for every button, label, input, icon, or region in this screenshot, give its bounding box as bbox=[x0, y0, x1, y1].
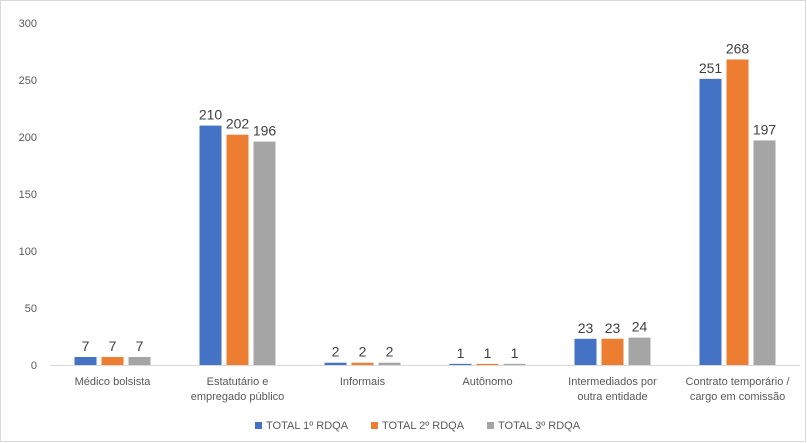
data-label: 2 bbox=[359, 344, 367, 360]
bar bbox=[628, 337, 651, 365]
bar bbox=[753, 140, 776, 365]
bar bbox=[253, 141, 276, 365]
bar bbox=[324, 362, 347, 365]
bar bbox=[226, 134, 249, 365]
data-label: 7 bbox=[136, 338, 144, 354]
y-tick-label: 250 bbox=[19, 75, 37, 87]
data-label: 268 bbox=[726, 40, 750, 56]
bar bbox=[449, 363, 472, 365]
x-tick-label: Médico bolsista bbox=[75, 376, 152, 388]
data-label: 23 bbox=[605, 320, 621, 336]
data-label: 251 bbox=[699, 60, 723, 76]
bar bbox=[574, 338, 597, 365]
y-tick-label: 0 bbox=[31, 360, 37, 372]
legend-swatch bbox=[487, 422, 494, 429]
bar bbox=[101, 357, 124, 365]
data-label: 23 bbox=[578, 320, 594, 336]
y-tick-label: 300 bbox=[19, 18, 37, 30]
y-tick-label: 50 bbox=[25, 303, 37, 315]
y-tick-label: 100 bbox=[19, 246, 37, 258]
bar bbox=[699, 78, 722, 366]
data-label: 1 bbox=[511, 345, 519, 361]
y-axis: 0 50 100 150 200 250 300 bbox=[19, 18, 37, 372]
x-tick-label: Informais bbox=[340, 376, 386, 388]
bar bbox=[476, 363, 499, 365]
data-label: 24 bbox=[632, 319, 648, 335]
legend-swatch bbox=[255, 422, 262, 429]
data-label: 1 bbox=[457, 345, 465, 361]
bar bbox=[128, 357, 151, 365]
y-tick-label: 200 bbox=[19, 132, 37, 144]
data-label: 2 bbox=[386, 344, 394, 360]
bar bbox=[351, 362, 374, 365]
bars-group bbox=[74, 59, 776, 366]
data-label: 197 bbox=[753, 121, 777, 137]
data-label: 7 bbox=[82, 338, 90, 354]
x-tick-label: Contrato temporário / bbox=[686, 376, 791, 388]
bar bbox=[378, 362, 401, 365]
y-tick-label: 150 bbox=[19, 189, 37, 201]
x-tick-label: Autônomo bbox=[462, 376, 512, 388]
data-label: 2 bbox=[332, 344, 340, 360]
legend-label: TOTAL 2º RDQA bbox=[382, 420, 465, 432]
legend-swatch bbox=[371, 422, 378, 429]
x-tick-label: cargo em comissão bbox=[690, 391, 785, 403]
bar bbox=[74, 357, 97, 365]
bar bbox=[726, 59, 749, 365]
bar bbox=[503, 363, 526, 365]
data-label: 1 bbox=[484, 345, 492, 361]
data-label: 196 bbox=[253, 123, 277, 139]
bar bbox=[601, 338, 624, 365]
legend-label: TOTAL 3º RDQA bbox=[498, 420, 581, 432]
legend: TOTAL 1º RDQA TOTAL 2º RDQA TOTAL 3º RDQA bbox=[255, 420, 581, 432]
data-label: 7 bbox=[109, 338, 117, 354]
x-axis: Médico bolsista Estatutário e empregado pú… bbox=[50, 365, 800, 403]
data-label: 202 bbox=[226, 116, 250, 132]
bar bbox=[199, 125, 222, 365]
x-tick-label: Estatutário e bbox=[207, 376, 269, 388]
x-tick-label: Intermediados por bbox=[568, 376, 657, 388]
x-tick-label: outra entidade bbox=[577, 391, 647, 403]
x-tick-label: empregado público bbox=[191, 391, 285, 403]
data-label: 210 bbox=[199, 107, 223, 123]
legend-label: TOTAL 1º RDQA bbox=[266, 420, 349, 432]
